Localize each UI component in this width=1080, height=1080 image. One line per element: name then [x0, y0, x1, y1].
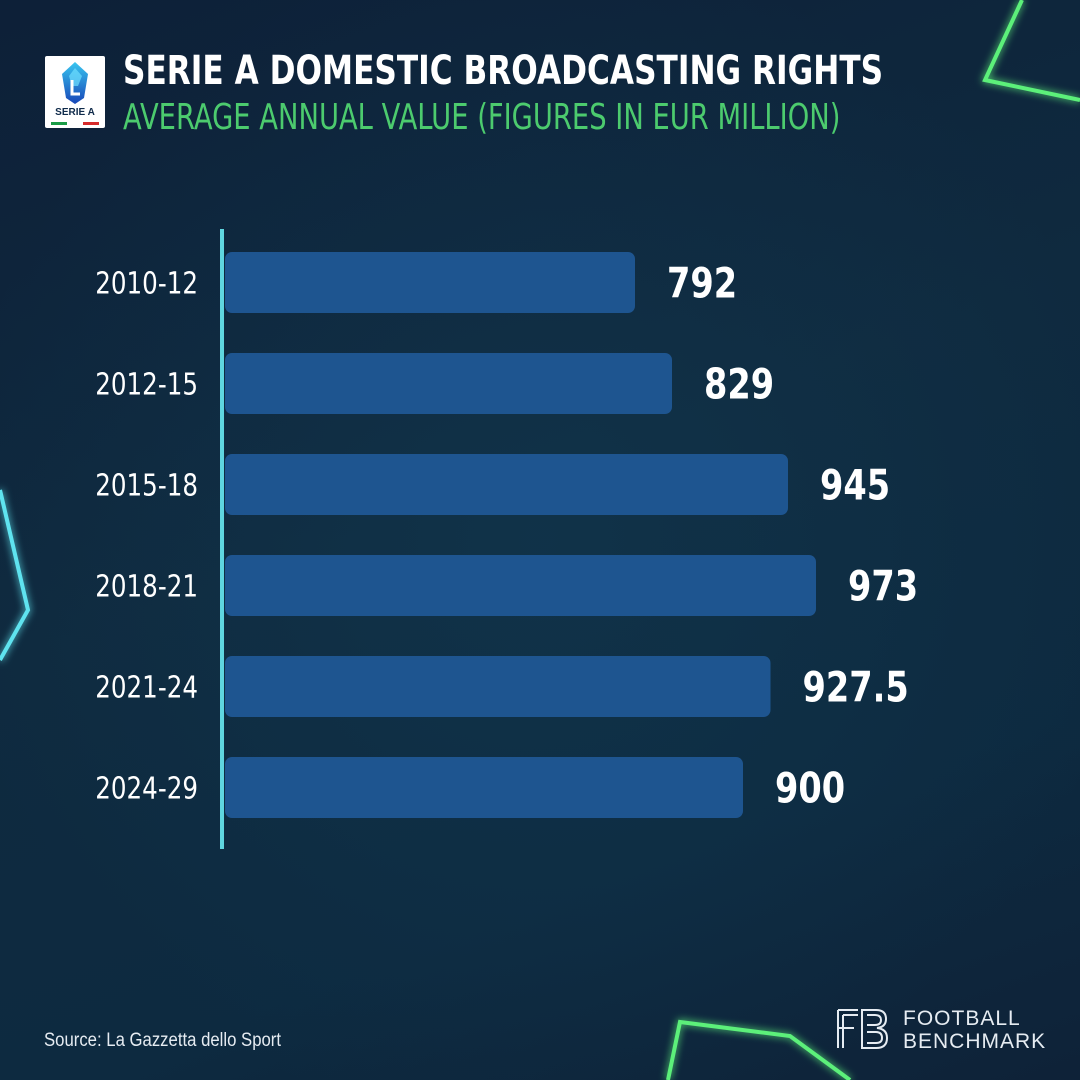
italian-flag-stripe	[51, 122, 99, 125]
bar-2024-29	[225, 757, 743, 818]
fb-monogram-icon	[837, 1009, 888, 1049]
value-label: 945	[820, 461, 890, 510]
bar-2012-15	[225, 353, 672, 414]
chart-title: SERIE A DOMESTIC BROADCASTING RIGHTS	[123, 48, 884, 94]
value-label: 792	[667, 259, 737, 308]
category-label: 2021-24	[95, 671, 198, 705]
value-label: 829	[704, 360, 774, 409]
bar-2018-21	[225, 555, 816, 616]
category-label: 2012-15	[95, 368, 198, 402]
category-label: 2024-29	[95, 772, 198, 806]
value-label: 900	[775, 764, 845, 813]
category-label: 2015-18	[95, 469, 198, 503]
value-label: 973	[848, 562, 918, 611]
bar-2015-18	[225, 454, 788, 515]
value-label: 927.5	[803, 663, 909, 712]
category-label: 2010-12	[95, 267, 198, 301]
serie-a-logo: SERIE A	[45, 56, 105, 128]
brand-name-line2: BENCHMARK	[903, 1030, 1047, 1053]
category-label: 2018-21	[95, 570, 198, 604]
serie-a-emblem-icon	[62, 62, 88, 104]
source-note: Source: La Gazzetta dello Sport	[44, 1030, 282, 1051]
chart-subtitle: AVERAGE ANNUAL VALUE (FIGURES IN EUR MIL…	[123, 97, 841, 138]
bar-2010-12	[225, 252, 635, 313]
bar-2021-24	[225, 656, 771, 717]
brand-name-line1: FOOTBALL	[903, 1007, 1021, 1030]
logo-text: SERIE A	[55, 107, 95, 118]
